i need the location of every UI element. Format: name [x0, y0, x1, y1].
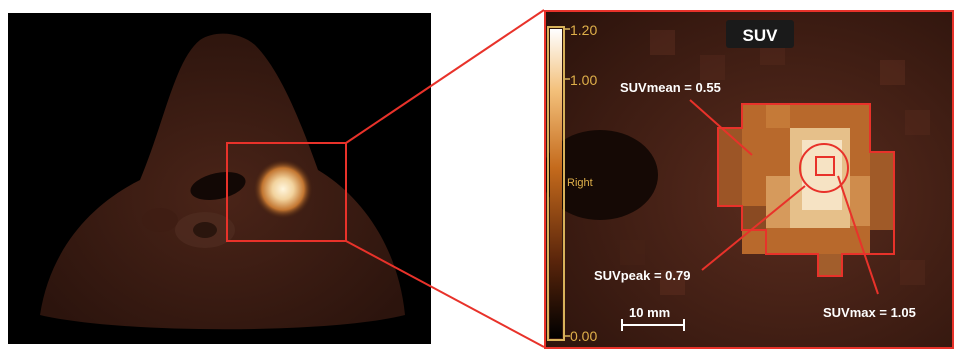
zoom-airway: [544, 130, 658, 220]
colorbar: [550, 29, 562, 338]
connector-bottom: [345, 240, 545, 348]
lesion-pixels: [718, 104, 894, 276]
suvpeak-circle: [799, 143, 849, 193]
suvmax-pixel: [815, 156, 835, 176]
colorbar-tick-min: 0.00: [570, 328, 597, 344]
overview-panel: [8, 13, 431, 344]
zoom-region-box: [226, 142, 347, 242]
suvpeak-label: SUVpeak = 0.79: [594, 268, 690, 283]
suvmean-label: SUVmean = 0.55: [620, 80, 721, 95]
max-callout-line: [837, 175, 879, 295]
colorbar-tick-mid: 1.00: [570, 72, 597, 88]
roi-outline: [717, 103, 895, 277]
pixel-texture: [620, 30, 930, 295]
suv-badge-bg: [726, 20, 794, 48]
suv-badge: SUV: [743, 26, 779, 45]
suvmax-label: SUVmax = 1.05: [823, 305, 916, 320]
colorbar-side-label: Right: [567, 177, 593, 189]
lesion-hotspot: [253, 159, 313, 219]
peak-callout-line: [701, 185, 806, 271]
connector-top: [345, 9, 545, 144]
airway: [190, 172, 246, 200]
mean-callout-line: [689, 99, 753, 156]
zoom-panel-border: [544, 10, 954, 349]
colorbar-frame: [547, 26, 565, 341]
scale-bar-label: 10 mm: [629, 305, 670, 320]
scale-bar: [621, 319, 685, 331]
colorbar-tick-max: 1.20: [570, 22, 597, 38]
zoom-panel: [544, 12, 954, 349]
